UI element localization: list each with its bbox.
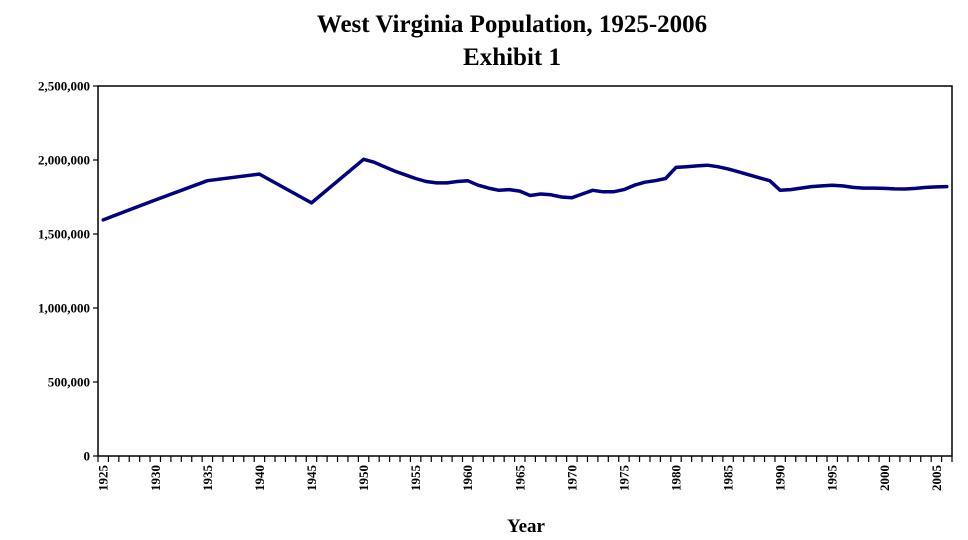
x-tick-label: 1960 [460,465,475,491]
y-tick-label: 0 [84,449,91,464]
chart-subtitle: Exhibit 1 [463,44,561,71]
x-tick-label: 1945 [304,465,319,492]
x-axis-ticks: 1925 1930 1935 1940 1945 1950 1955 1960 1965 1970… [96,456,953,492]
x-tick-label: 1975 [616,465,631,492]
y-tick-label: 2,000,000 [38,153,90,168]
x-tick-label: 1980 [669,465,684,491]
x-tick-label: 1935 [200,465,215,492]
chart-title: West Virginia Population, 1925-2006 [316,11,708,38]
x-tick-label: 1990 [773,465,788,491]
plot-area [97,85,953,457]
y-tick-label: 1,500,000 [38,227,90,242]
x-tick-label: 2005 [929,465,944,492]
x-tick-label: 1995 [825,465,840,492]
chart-title-block: West Virginia Population, 1925-2006 Exhi… [0,8,968,74]
x-axis-title: Year [507,516,546,537]
x-tick-label: 1940 [252,465,267,491]
y-axis-ticks: 0 500,000 1,000,000 1,500,000 2,000,000 2,500… [38,79,98,464]
y-tick-label: 500,000 [48,375,90,390]
x-tick-label: 1970 [564,465,579,491]
x-tick-label: 1930 [148,465,163,491]
y-tick-label: 2,500,000 [38,79,90,94]
series-line-population [101,157,949,222]
x-tick-label: 1985 [721,465,736,492]
x-tick-label: 2000 [877,465,892,491]
x-tick-label: 1955 [408,465,423,492]
x-tick-label: 1965 [512,465,527,492]
x-tick-label: 1950 [356,465,371,491]
y-tick-label: 1,000,000 [38,301,90,316]
x-tick-label: 1925 [96,465,111,492]
